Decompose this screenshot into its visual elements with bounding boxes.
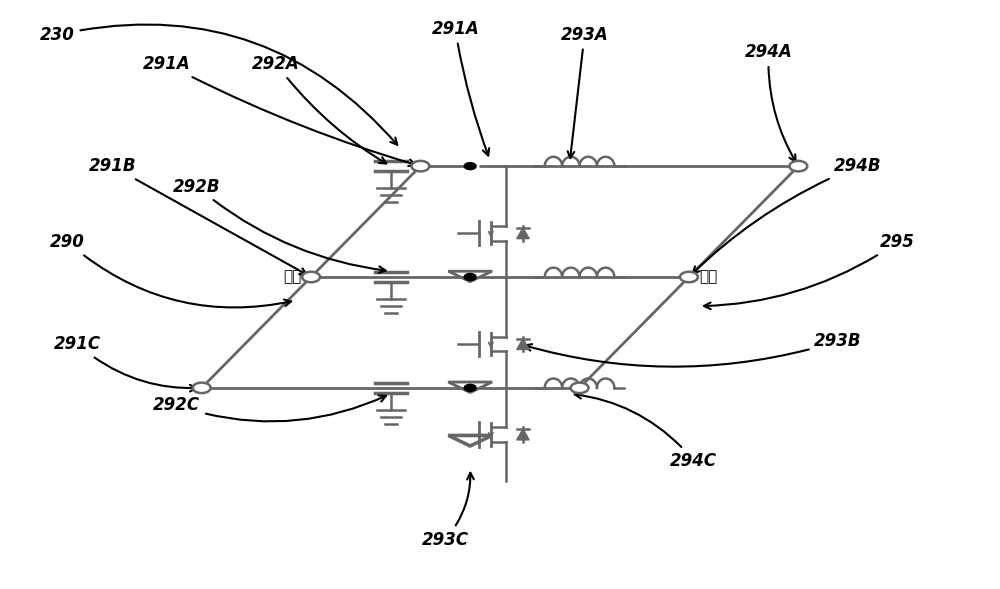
Circle shape <box>411 161 429 171</box>
Circle shape <box>680 272 698 282</box>
Text: 291B: 291B <box>88 157 307 274</box>
Text: 输出: 输出 <box>699 270 717 284</box>
Text: 293B: 293B <box>525 332 862 367</box>
Text: 292C: 292C <box>153 396 386 421</box>
Text: 291A: 291A <box>431 20 489 155</box>
Text: 295: 295 <box>704 233 915 309</box>
Text: 290: 290 <box>50 233 291 307</box>
Circle shape <box>193 383 211 393</box>
Text: 293A: 293A <box>561 26 608 158</box>
Text: 291C: 291C <box>54 335 197 392</box>
Polygon shape <box>517 339 529 349</box>
Text: 输入: 输入 <box>283 270 301 284</box>
Circle shape <box>464 273 476 280</box>
Text: 230: 230 <box>40 25 397 145</box>
Text: 294B: 294B <box>693 157 882 273</box>
Text: 294A: 294A <box>745 44 796 162</box>
Text: 291A: 291A <box>143 55 416 166</box>
Text: 292B: 292B <box>173 177 386 273</box>
Circle shape <box>571 383 589 393</box>
Text: 292A: 292A <box>252 55 386 164</box>
Circle shape <box>464 385 476 391</box>
Polygon shape <box>517 429 529 440</box>
Circle shape <box>464 163 476 170</box>
Text: 293C: 293C <box>422 473 474 548</box>
Circle shape <box>789 161 807 171</box>
Text: 294C: 294C <box>575 392 717 470</box>
Polygon shape <box>517 228 529 239</box>
Circle shape <box>302 272 320 282</box>
